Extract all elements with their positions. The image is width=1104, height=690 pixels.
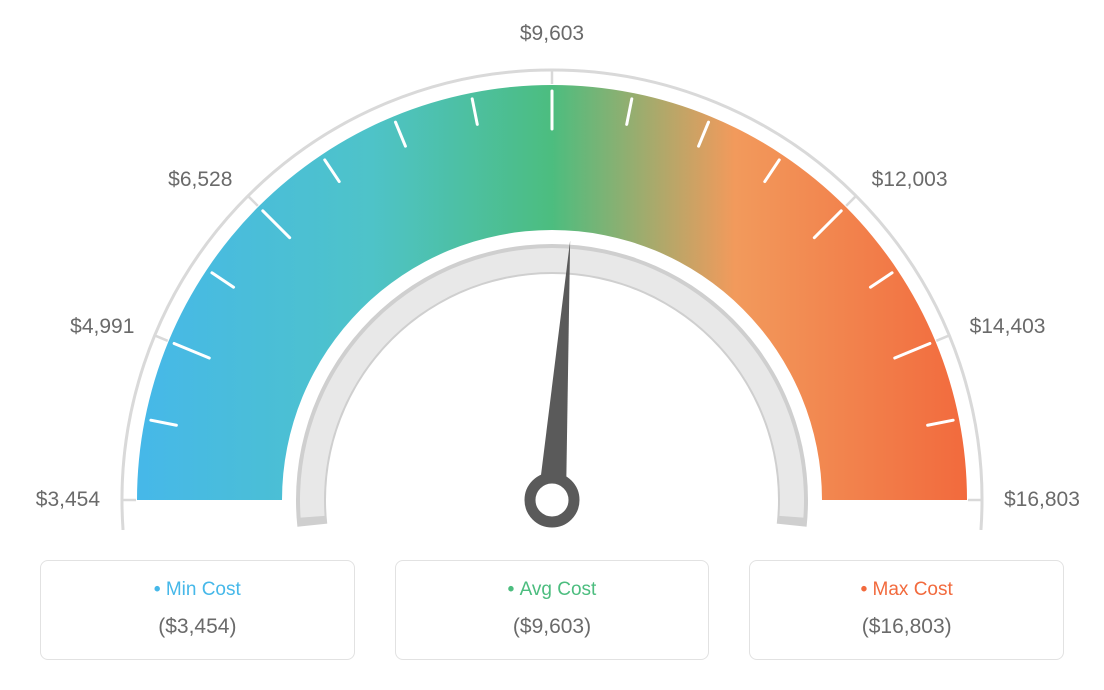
tick-label: $9,603 bbox=[507, 22, 597, 46]
gauge-chart: $3,454 $4,991 $6,528 $9,603 $12,003 $14,403 $1… bbox=[20, 20, 1084, 530]
legend-title: Min Cost bbox=[51, 579, 344, 601]
gauge-svg bbox=[20, 20, 1084, 530]
tick-label: $4,991 bbox=[56, 315, 134, 339]
legend-card: Min Cost ($3,454) bbox=[40, 560, 355, 660]
legend-value: ($16,803) bbox=[760, 615, 1053, 639]
tick-label: $14,403 bbox=[970, 315, 1046, 339]
legend-title: Avg Cost bbox=[406, 579, 699, 601]
legend-card: Max Cost ($16,803) bbox=[749, 560, 1064, 660]
tick-label: $12,003 bbox=[872, 168, 948, 192]
tick-label: $3,454 bbox=[22, 488, 100, 512]
legend-card: Avg Cost ($9,603) bbox=[395, 560, 710, 660]
legend-value: ($3,454) bbox=[51, 615, 344, 639]
legend-value: ($9,603) bbox=[406, 615, 699, 639]
tick-label: $6,528 bbox=[154, 168, 232, 192]
tick-label: $16,803 bbox=[1004, 488, 1080, 512]
outer-tick bbox=[936, 335, 949, 340]
legend-row: Min Cost ($3,454) Avg Cost ($9,603) Max Cost… bbox=[20, 560, 1084, 660]
outer-tick bbox=[248, 196, 258, 206]
outer-tick bbox=[155, 335, 168, 340]
needle-hub bbox=[530, 478, 574, 522]
outer-tick bbox=[846, 196, 856, 206]
legend-title: Max Cost bbox=[760, 579, 1053, 601]
needle bbox=[538, 241, 570, 501]
